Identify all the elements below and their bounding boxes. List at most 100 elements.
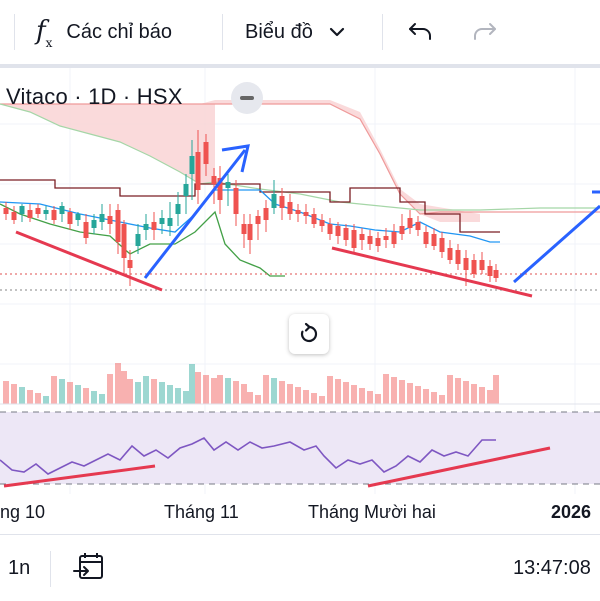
candle-body — [99, 214, 105, 222]
volume-bar — [391, 377, 397, 404]
volume-bar — [183, 391, 189, 404]
candle-body — [27, 210, 33, 218]
candle-body — [35, 208, 41, 214]
candle-body — [241, 224, 247, 234]
candle-body — [19, 206, 25, 214]
volume-bar — [3, 381, 9, 404]
candle-body — [367, 236, 373, 244]
volume-bar — [189, 364, 195, 404]
candle-body — [431, 234, 437, 246]
volume-bar — [67, 382, 73, 404]
volume-bar — [143, 376, 149, 404]
volume-bar — [127, 379, 133, 404]
candle-body — [195, 152, 201, 190]
volume-bars — [3, 363, 499, 404]
candle-body — [471, 260, 477, 274]
volume-bar — [135, 382, 141, 404]
volume-bar — [115, 363, 121, 404]
volume-bar — [233, 381, 239, 404]
toolbar-divider — [222, 14, 223, 50]
candle-body — [399, 226, 405, 234]
volume-bar — [247, 392, 253, 404]
rsi-line — [0, 437, 496, 475]
redo-icon[interactable] — [470, 18, 498, 46]
volume-bar — [423, 389, 429, 404]
volume-bar — [463, 381, 469, 404]
volume-bar — [383, 374, 389, 404]
candle-body — [3, 208, 9, 214]
candle-body — [487, 266, 493, 276]
candle-body — [51, 210, 57, 220]
chikou-line — [0, 203, 285, 277]
volume-bar — [479, 387, 485, 404]
candles — [3, 130, 499, 286]
price-chart[interactable] — [0, 64, 600, 534]
volume-bar — [11, 384, 17, 404]
candle-body — [335, 226, 341, 236]
volume-bar — [455, 378, 461, 404]
ichimoku-cloud — [0, 100, 480, 222]
volume-bar — [471, 384, 477, 404]
candle-body — [383, 236, 389, 240]
candle-body — [67, 212, 73, 224]
volume-bar — [351, 385, 357, 404]
time-axis-label: 2026 — [551, 502, 592, 522]
volume-bar — [431, 392, 437, 404]
trendline-red — [331, 246, 533, 298]
volume-bar — [75, 385, 81, 404]
rsi-trendline — [367, 446, 551, 488]
chart-type-button[interactable]: Biểu đồ — [245, 0, 347, 64]
candle-body — [319, 220, 325, 226]
candle-body — [255, 216, 261, 224]
candle-body — [107, 216, 113, 224]
candle-body — [203, 142, 209, 164]
volume-bar — [211, 378, 217, 404]
candle-body — [75, 214, 81, 220]
volume-bar — [295, 387, 301, 404]
volume-bar — [51, 376, 57, 404]
candle-body — [447, 248, 453, 260]
volume-bar — [439, 395, 445, 404]
candle-body — [225, 182, 231, 188]
candle-body — [271, 194, 277, 208]
candle-body — [303, 212, 309, 216]
volume-bar — [167, 385, 173, 404]
undo-icon[interactable] — [407, 18, 435, 46]
toolbar-divider — [14, 14, 15, 50]
candle-body — [189, 156, 195, 174]
reset-chart-button[interactable] — [289, 314, 329, 354]
symbol-legend[interactable]: Vitaco · 1D · HSX — [6, 84, 183, 109]
volume-bar — [121, 371, 127, 404]
indicators-label: Các chỉ báo — [66, 20, 173, 43]
candle-body — [127, 260, 133, 268]
candle-body — [391, 232, 397, 244]
kijun-line — [0, 179, 500, 233]
candle-body — [143, 224, 149, 230]
candle-body — [343, 228, 349, 240]
candle-body — [279, 196, 285, 208]
volume-bar — [107, 374, 113, 404]
candle-body — [115, 210, 121, 242]
volume-bar — [27, 390, 33, 404]
time-axis-label: ng 10 — [0, 502, 46, 522]
volume-bar — [99, 394, 105, 404]
volume-bar — [327, 376, 333, 404]
candle-body — [327, 224, 333, 234]
candle-body — [91, 220, 97, 228]
volume-bar — [287, 384, 293, 404]
go-to-date-icon[interactable] — [72, 551, 106, 585]
fx-icon: fx — [36, 15, 53, 51]
toolbar-divider — [382, 14, 383, 50]
candle-body — [175, 204, 181, 214]
chart-type-label: Biểu đồ — [245, 20, 313, 43]
volume-bar — [225, 378, 231, 404]
interval-button[interactable]: 1n — [8, 557, 31, 579]
legend-collapse-button[interactable] — [231, 82, 263, 114]
indicators-button[interactable]: fx Các chỉ báo — [0, 0, 172, 64]
rsi-trendline — [3, 464, 156, 488]
candle-body — [263, 208, 269, 220]
candle-body — [479, 260, 485, 270]
volume-bar — [311, 393, 317, 404]
clock-display: 13:47:08 — [513, 557, 591, 579]
arrow-head — [221, 144, 250, 173]
